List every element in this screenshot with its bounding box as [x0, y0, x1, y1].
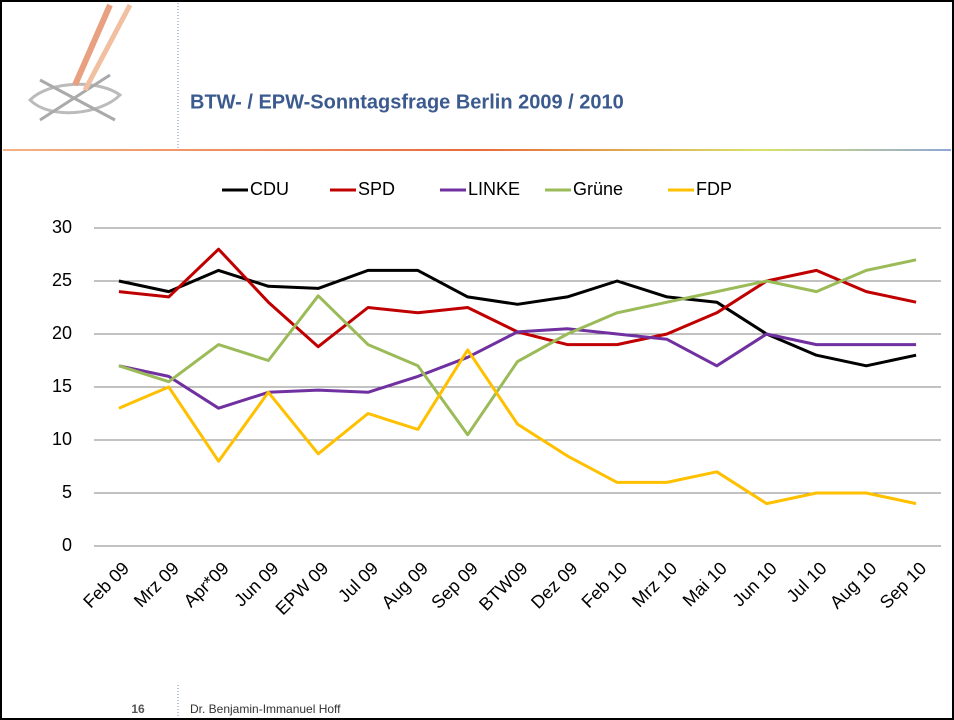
y-tick-label: 5	[62, 482, 72, 502]
legend-label: LINKE	[468, 179, 520, 199]
legend-label: SPD	[358, 179, 395, 199]
series-line	[118, 258, 917, 437]
legend-label: Grüne	[573, 179, 623, 199]
y-tick-label: 30	[52, 217, 72, 237]
author: Dr. Benjamin-Immanuel Hoff	[190, 702, 341, 716]
series-line	[118, 268, 917, 368]
series-line	[118, 327, 917, 410]
y-tick-label: 0	[62, 535, 72, 555]
y-tick-label: 20	[52, 323, 72, 343]
series-line	[118, 348, 917, 506]
header-rule	[3, 149, 951, 151]
y-tick-label: 10	[52, 429, 72, 449]
chart-title: BTW- / EPW-Sonntagsfrage Berlin 2009 / 2…	[190, 91, 624, 113]
legend-label: CDU	[250, 179, 289, 199]
legend-label: FDP	[696, 179, 732, 199]
y-tick-label: 15	[52, 376, 72, 396]
page-number: 16	[131, 702, 145, 716]
y-tick-label: 25	[52, 270, 72, 290]
logo	[27, 3, 133, 122]
